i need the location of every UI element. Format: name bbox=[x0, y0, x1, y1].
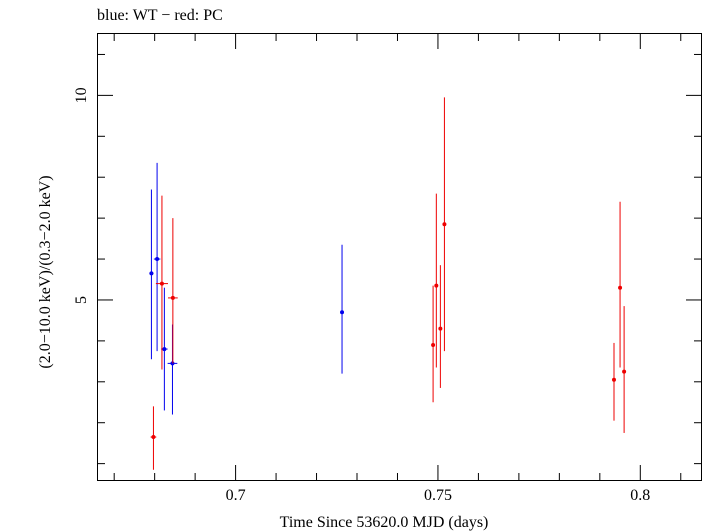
data-point bbox=[149, 189, 154, 360]
point-marker bbox=[611, 377, 616, 382]
point-marker bbox=[162, 347, 167, 352]
data-point bbox=[622, 306, 627, 433]
data-point bbox=[150, 406, 157, 470]
data-point bbox=[618, 201, 623, 368]
data-point bbox=[434, 193, 439, 368]
point-marker bbox=[618, 285, 623, 290]
x-tick-label: 0.7 bbox=[226, 487, 246, 504]
data-point bbox=[438, 265, 443, 388]
point-marker bbox=[442, 222, 447, 227]
y-axis-label: (2.0−10.0 keV)/(0.3−2.0 keV) bbox=[37, 175, 54, 368]
x-axis-label: Time Since 53620.0 MJD (days) bbox=[280, 514, 489, 531]
data-point bbox=[168, 218, 178, 364]
axis-ticks: 0.7 0.75 0.8 5 10 bbox=[73, 34, 701, 504]
point-marker bbox=[622, 369, 627, 374]
point-marker bbox=[170, 295, 175, 300]
x-tick-label: 0.8 bbox=[630, 487, 650, 504]
data-point bbox=[153, 162, 161, 352]
point-marker bbox=[149, 271, 154, 276]
data-point bbox=[340, 244, 345, 374]
point-marker bbox=[431, 342, 436, 347]
point-marker bbox=[438, 326, 443, 331]
point-marker bbox=[155, 257, 160, 262]
point-marker bbox=[340, 310, 345, 315]
data-point bbox=[431, 285, 436, 403]
data-point bbox=[442, 97, 447, 352]
y-tick-label: 5 bbox=[73, 296, 90, 304]
data-point bbox=[155, 195, 169, 370]
data-marks bbox=[149, 97, 627, 470]
data-point bbox=[611, 342, 616, 421]
chart-title: blue: WT − red: PC bbox=[97, 7, 223, 24]
point-marker bbox=[434, 283, 439, 288]
series-PC bbox=[150, 97, 627, 470]
plot-frame bbox=[97, 33, 702, 481]
point-marker bbox=[159, 281, 164, 286]
series-WT bbox=[149, 162, 345, 415]
point-marker bbox=[151, 435, 156, 440]
y-tick-label: 10 bbox=[73, 87, 90, 103]
x-tick-label: 0.75 bbox=[424, 487, 452, 504]
